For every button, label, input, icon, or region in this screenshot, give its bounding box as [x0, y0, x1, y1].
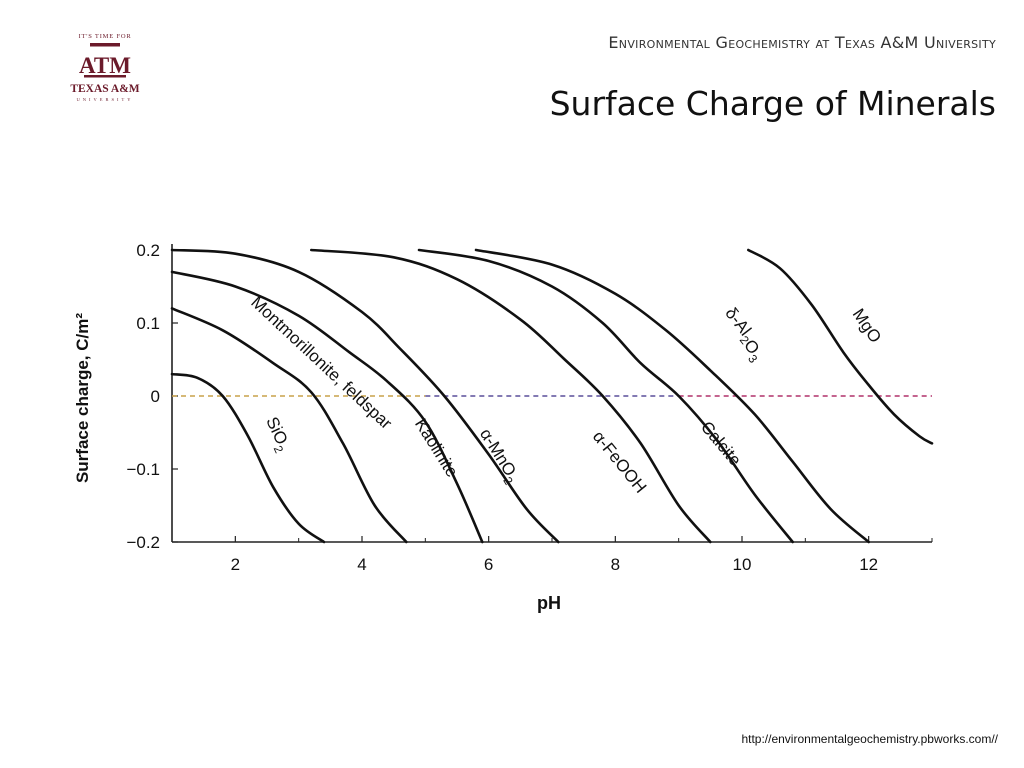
x-axis-label: pH — [537, 593, 561, 613]
chart-axes: 2 4 6 8 10 12 0.2 0.1 0 −0.1 −0.2 — [126, 241, 933, 574]
curve-label: δ-Al2O3 — [714, 304, 771, 366]
y-tick-label: 0 — [151, 387, 160, 406]
y-tick-label: −0.2 — [126, 533, 160, 552]
y-tick-label: 0.1 — [136, 314, 160, 333]
curve-label: Kaolinite — [411, 415, 462, 480]
curve--al-o- — [474, 248, 870, 544]
curve--mno- — [170, 248, 560, 544]
curve-montmorillonite-feldspar — [170, 307, 408, 544]
curve-label: MgO — [849, 305, 885, 346]
logo-mark-text: ATM — [79, 53, 131, 78]
surface-charge-chart: 2 4 6 8 10 12 0.2 0.1 0 −0.1 −0.2 SiO2Montmorillon… — [73, 241, 934, 613]
x-tick-label: 8 — [611, 555, 620, 574]
logo-name: TEXAS A&M — [70, 83, 139, 95]
y-tick-label: 0.2 — [136, 241, 160, 260]
x-tick-label: 4 — [357, 555, 366, 574]
curve-label: SiO2 — [259, 414, 295, 456]
x-tick-label: 6 — [484, 555, 493, 574]
curve-kaolinite — [170, 270, 484, 544]
curve-label: Calcite — [697, 418, 745, 470]
logo-atm-mark: ATM — [79, 43, 131, 78]
header-institution-title: Environmental Geochemistry at Texas A&M … — [608, 33, 996, 52]
texas-am-logo: IT'S TIME FOR ATM TEXAS A&M UNIVERSITY — [70, 33, 139, 102]
curve-calcite — [417, 248, 794, 544]
logo-tagline: IT'S TIME FOR — [79, 33, 132, 40]
x-tick-label: 12 — [859, 555, 878, 574]
x-tick-label: 10 — [733, 555, 752, 574]
logo-subname: UNIVERSITY — [77, 97, 134, 102]
curve-label: α-FeOOH — [589, 427, 650, 497]
slide-title: Surface Charge of Minerals — [549, 84, 996, 123]
source-url-link[interactable]: http://environmentalgeochemistry.pbworks… — [741, 732, 998, 746]
chart-curves — [170, 248, 934, 544]
y-tick-label: −0.1 — [126, 460, 160, 479]
curve-mgo — [747, 248, 934, 445]
curve-label: Montmorillonite, feldspar — [247, 293, 396, 433]
curve-label: α-MnO2 — [473, 425, 524, 488]
x-tick-label: 2 — [231, 555, 240, 574]
curve--feooh — [310, 248, 712, 544]
y-axis-label: Surface charge, C/m² — [73, 313, 92, 483]
curve-sio- — [170, 372, 326, 544]
